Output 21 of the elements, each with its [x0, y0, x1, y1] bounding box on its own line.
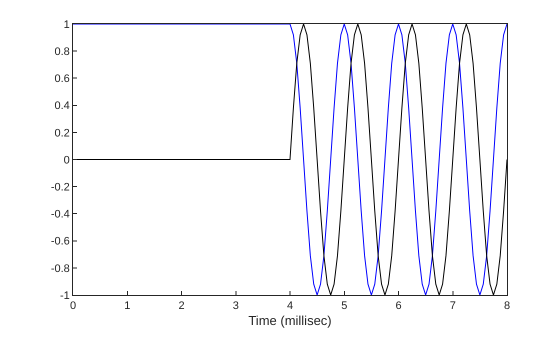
x-tick-label: 2 — [178, 300, 185, 312]
y-tick-label: 0.6 — [54, 73, 70, 86]
y-tick-label: 0 — [64, 154, 70, 166]
y-tick-label: -0.2 — [50, 181, 70, 194]
y-tick-label: 1 — [64, 18, 70, 31]
y-tick-label: -0.8 — [50, 262, 70, 275]
x-tick-label: 8 — [504, 300, 510, 312]
y-tick-label: 0.4 — [54, 100, 70, 112]
y-tick-label: -0.6 — [50, 236, 70, 248]
x-tick-label: 7 — [450, 300, 456, 312]
x-tick-label: 3 — [232, 300, 239, 312]
x-tick-label: 1 — [124, 300, 130, 312]
x-tick-label: 4 — [286, 300, 294, 312]
y-tick-label: -0.4 — [50, 208, 70, 221]
x-tick-label: 6 — [395, 300, 402, 312]
x-tick-label: 5 — [341, 300, 348, 312]
x-axis-title: Time (millisec) — [248, 312, 332, 328]
y-tick-label: -1 — [60, 290, 70, 302]
y-tick-label: 0.2 — [54, 127, 70, 140]
line-series — [73, 24, 507, 295]
y-tick-label: 0.8 — [54, 46, 70, 58]
